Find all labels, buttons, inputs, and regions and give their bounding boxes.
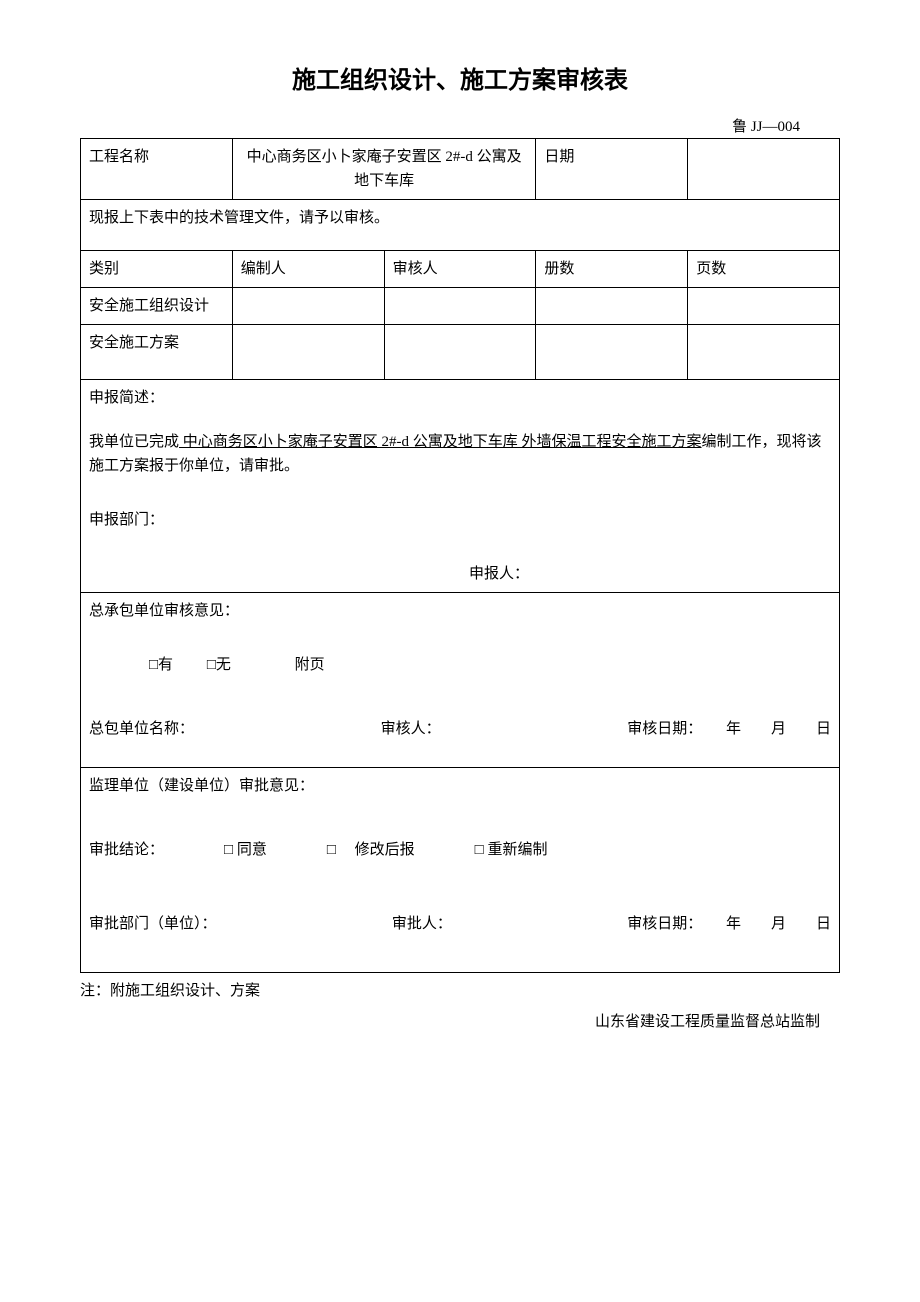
date-value[interactable] bbox=[688, 139, 840, 200]
col-reviewer: 审核人 bbox=[384, 251, 536, 288]
declaration-prefix: 我单位已完成 bbox=[89, 434, 179, 450]
declaration-dept-label: 申报部门： bbox=[89, 508, 831, 532]
document-code: 鲁 JJ—004 bbox=[80, 115, 840, 136]
declaration-underlined: 中心商务区小卜家庵子安置区 2#-d 公寓及地下车库 外墙保温工程安全施工方案 bbox=[179, 434, 702, 450]
supervisor-date-label: 审核日期： bbox=[627, 916, 702, 932]
checkbox-no[interactable]: □无 bbox=[207, 657, 231, 673]
cell-reviewer[interactable] bbox=[384, 288, 536, 325]
column-header-row: 类别 编制人 审核人 册数 页数 bbox=[81, 251, 840, 288]
project-name-value: 中心商务区小卜家庵子安置区 2#-d 公寓及地下车库 bbox=[232, 139, 536, 200]
table-row: 安全施工组织设计 bbox=[81, 288, 840, 325]
form-title: 施工组织设计、施工方案审核表 bbox=[80, 60, 840, 95]
footer-note: 注：附施工组织设计、方案 bbox=[80, 979, 840, 1000]
date-label: 日期 bbox=[536, 139, 688, 200]
cell-compiler[interactable] bbox=[232, 325, 384, 380]
supervisor-dept-label: 审批部门（单位）： bbox=[89, 912, 217, 936]
supervisor-date-format: 年 月 日 bbox=[726, 916, 831, 932]
col-category: 类别 bbox=[81, 251, 233, 288]
contractor-review-section: 总承包单位审核意见： □有 □无 附页 总包单位名称： 审核人： 审核日期： 年… bbox=[81, 593, 840, 768]
contractor-date-format: 年 月 日 bbox=[726, 721, 831, 737]
option-redo[interactable]: □ 重新编制 bbox=[475, 838, 548, 862]
cell-pages[interactable] bbox=[688, 325, 840, 380]
checkbox-yes[interactable]: □有 bbox=[149, 657, 173, 673]
declaration-section: 申报简述： 我单位已完成 中心商务区小卜家庵子安置区 2#-d 公寓及地下车库 … bbox=[81, 380, 840, 593]
table-row: 安全施工方案 bbox=[81, 325, 840, 380]
contractor-unit-label: 总包单位名称： bbox=[89, 717, 194, 741]
contractor-reviewer-label: 审核人： bbox=[381, 717, 441, 741]
cell-volumes[interactable] bbox=[536, 325, 688, 380]
cell-category: 安全施工组织设计 bbox=[81, 288, 233, 325]
main-form-table: 工程名称 中心商务区小卜家庵子安置区 2#-d 公寓及地下车库 日期 现报上下表… bbox=[80, 138, 840, 973]
cell-pages[interactable] bbox=[688, 288, 840, 325]
col-compiler: 编制人 bbox=[232, 251, 384, 288]
cell-compiler[interactable] bbox=[232, 288, 384, 325]
contractor-review-heading: 总承包单位审核意见： bbox=[89, 599, 831, 623]
supervisor-review-section: 监理单位（建设单位）审批意见： 审批结论： □ 同意 □ 修改后报 □ 重新编制… bbox=[81, 768, 840, 973]
footer-organization: 山东省建设工程质量监督总站监制 bbox=[80, 1010, 840, 1031]
declaration-applicant-label: 申报人： bbox=[89, 562, 831, 586]
cell-category: 安全施工方案 bbox=[81, 325, 233, 380]
cell-volumes[interactable] bbox=[536, 288, 688, 325]
attachment-label: 附页 bbox=[295, 657, 325, 673]
option-agree[interactable]: □ 同意 bbox=[224, 838, 267, 862]
supervisor-review-heading: 监理单位（建设单位）审批意见： bbox=[89, 774, 831, 798]
option-revise[interactable]: □ 修改后报 bbox=[327, 838, 415, 862]
declaration-heading: 申报简述： bbox=[89, 386, 831, 410]
col-volumes: 册数 bbox=[536, 251, 688, 288]
header-row: 工程名称 中心商务区小卜家庵子安置区 2#-d 公寓及地下车库 日期 bbox=[81, 139, 840, 200]
instruction-text: 现报上下表中的技术管理文件，请予以审核。 bbox=[81, 200, 840, 251]
contractor-date-label: 审核日期： bbox=[627, 721, 702, 737]
col-pages: 页数 bbox=[688, 251, 840, 288]
project-name-label: 工程名称 bbox=[81, 139, 233, 200]
supervisor-approver-label: 审批人： bbox=[392, 912, 452, 936]
conclusion-label: 审批结论： bbox=[89, 838, 164, 862]
cell-reviewer[interactable] bbox=[384, 325, 536, 380]
